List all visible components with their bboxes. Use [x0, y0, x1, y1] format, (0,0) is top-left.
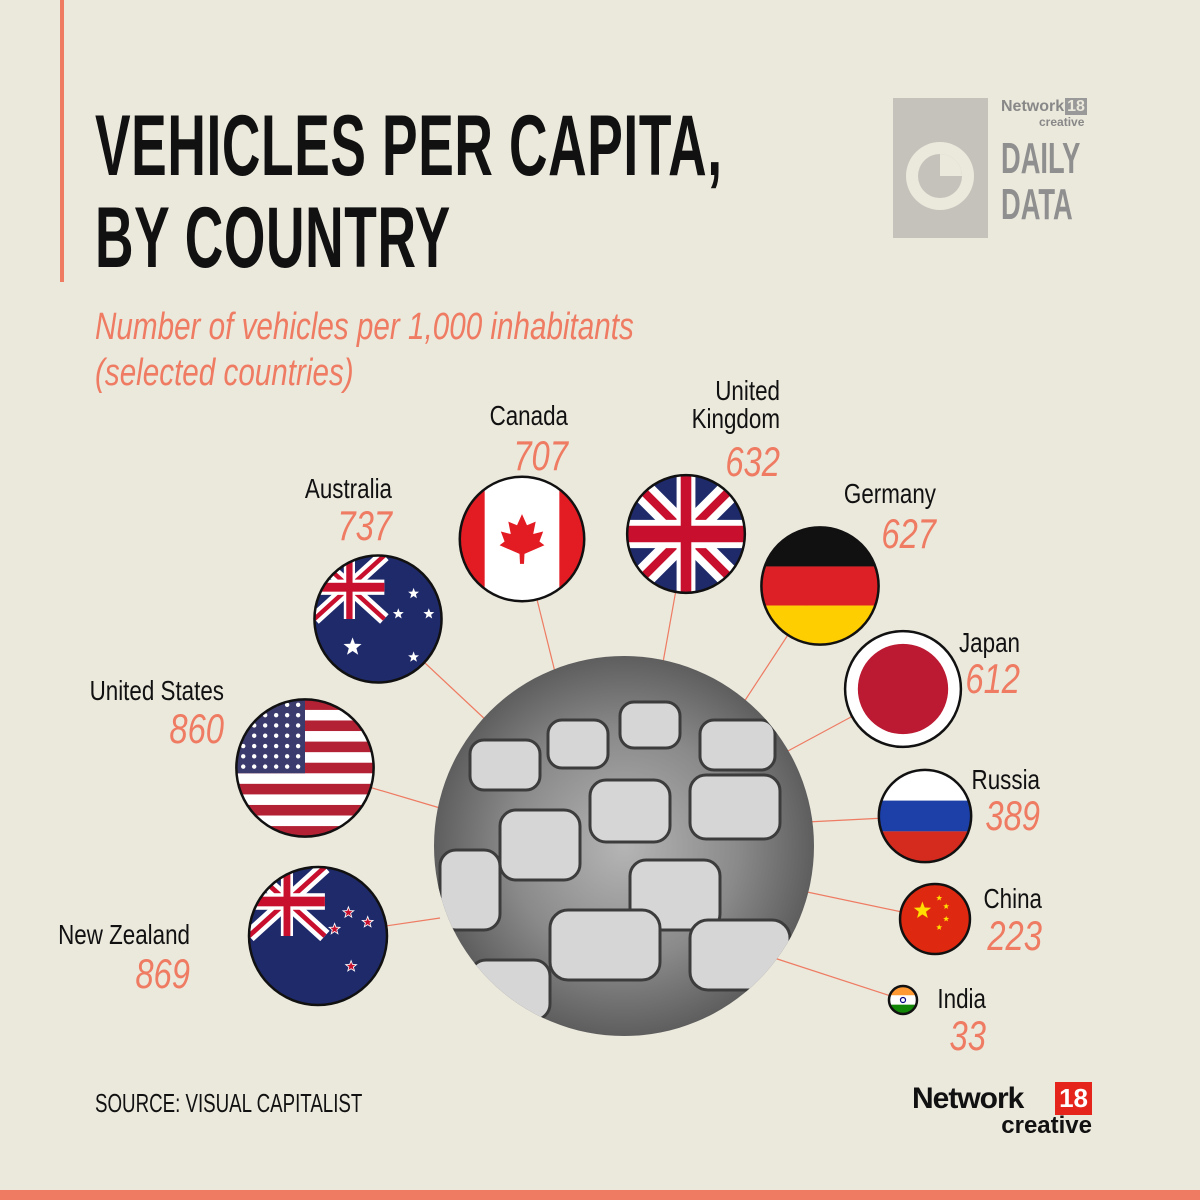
header-creative-label: creative — [1039, 115, 1085, 129]
country-name-label: Japan — [959, 628, 1020, 659]
country-name-label: United States — [90, 676, 224, 707]
source-note: SOURCE: VISUAL CAPITALIST — [95, 1088, 363, 1118]
accent-bar — [60, 0, 64, 282]
country-name-label: Canada — [490, 401, 569, 432]
country-name-label: Russia — [972, 765, 1041, 796]
ca-flag-icon — [458, 475, 586, 603]
country-name-label: New Zealand — [58, 920, 190, 951]
country-value-label: 737 — [337, 502, 393, 549]
country-value-label: 632 — [725, 438, 780, 485]
footer-network-text: Network — [912, 1082, 1024, 1115]
country-value-label: 389 — [985, 792, 1040, 839]
header-network-text: Network — [1001, 98, 1065, 115]
de-flag-icon — [760, 526, 880, 646]
subtitle-line-1: Number of vehicles per 1,000 inhabitants — [95, 306, 634, 348]
data-text: DATA — [1001, 180, 1073, 229]
uk-flag-icon — [625, 473, 747, 595]
title-line-1: VEHICLES PER CAPITA, — [95, 98, 723, 194]
us-flag-icon — [235, 698, 375, 838]
country-name-label: United Kingdom — [692, 376, 780, 435]
country-value-label: 869 — [135, 950, 190, 997]
daily-data-emblem-icon — [893, 98, 988, 238]
ru-flag-icon — [877, 768, 973, 864]
daily-data-wordmark: DAILY DATA — [1001, 136, 1080, 228]
au-flag-icon — [313, 554, 443, 684]
country-value-label: 223 — [986, 912, 1042, 959]
network18-logo: Network 18 creative — [912, 1082, 1092, 1142]
country-value-label: 627 — [881, 510, 937, 557]
subtitle: Number of vehicles per 1,000 inhabitants… — [95, 304, 634, 396]
country-flags — [235, 473, 973, 1016]
footer-network-number: 18 — [1055, 1082, 1092, 1115]
page-title: VEHICLES PER CAPITA, BY COUNTRY — [95, 100, 723, 284]
daily-text: DAILY — [1001, 134, 1081, 183]
in-flag-icon — [887, 984, 919, 1016]
country-name-label: Australia — [305, 474, 393, 505]
jp-flag-icon — [843, 629, 963, 749]
nz-flag-icon — [247, 865, 389, 1007]
country-name-label: Germany — [844, 479, 936, 510]
country-value-label: 860 — [169, 705, 224, 752]
country-name-label: China — [983, 884, 1042, 915]
header-network-number: 18 — [1065, 98, 1087, 115]
country-value-label: 33 — [950, 1012, 986, 1059]
cn-flag-icon — [898, 882, 972, 956]
country-value-label: 707 — [513, 432, 569, 479]
header-network-label: Network 18 — [1001, 98, 1087, 116]
daily-data-logo: Network 18 creative DAILY DATA — [893, 98, 1093, 238]
footer-bar — [0, 1190, 1200, 1200]
title-line-2: BY COUNTRY — [95, 190, 451, 286]
connector-in — [764, 954, 904, 1001]
subtitle-line-2: (selected countries) — [95, 352, 354, 394]
parked-cars-photo — [434, 656, 814, 1036]
country-value-label: 612 — [965, 655, 1020, 702]
footer-creative-text: creative — [1001, 1112, 1092, 1139]
country-name-label: India — [937, 984, 986, 1015]
